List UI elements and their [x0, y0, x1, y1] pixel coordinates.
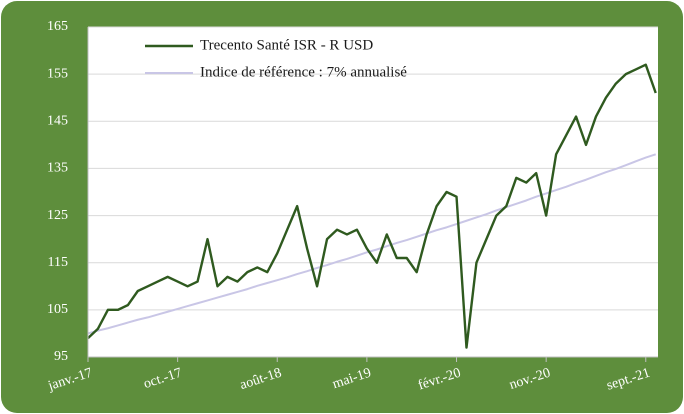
y-tick-label: 135 — [47, 161, 68, 176]
y-tick-label: 105 — [47, 302, 68, 317]
plot-area — [88, 27, 658, 357]
legend-label: Indice de référence : 7% annualisé — [200, 64, 407, 80]
line-series — [87, 153, 657, 335]
line-series — [87, 63, 657, 349]
y-tick-label: 115 — [48, 255, 68, 270]
y-tick-label: 165 — [47, 19, 68, 34]
y-tick-label: 125 — [47, 208, 68, 223]
y-tick-label: 155 — [47, 66, 68, 81]
legend-label: Trecento Santé ISR - R USD — [200, 37, 373, 53]
y-tick-label: 95 — [54, 349, 68, 364]
y-tick-label: 145 — [47, 114, 68, 129]
lines — [87, 63, 657, 349]
legend: Trecento Santé ISR - R USD Indice de réfé… — [145, 37, 407, 80]
